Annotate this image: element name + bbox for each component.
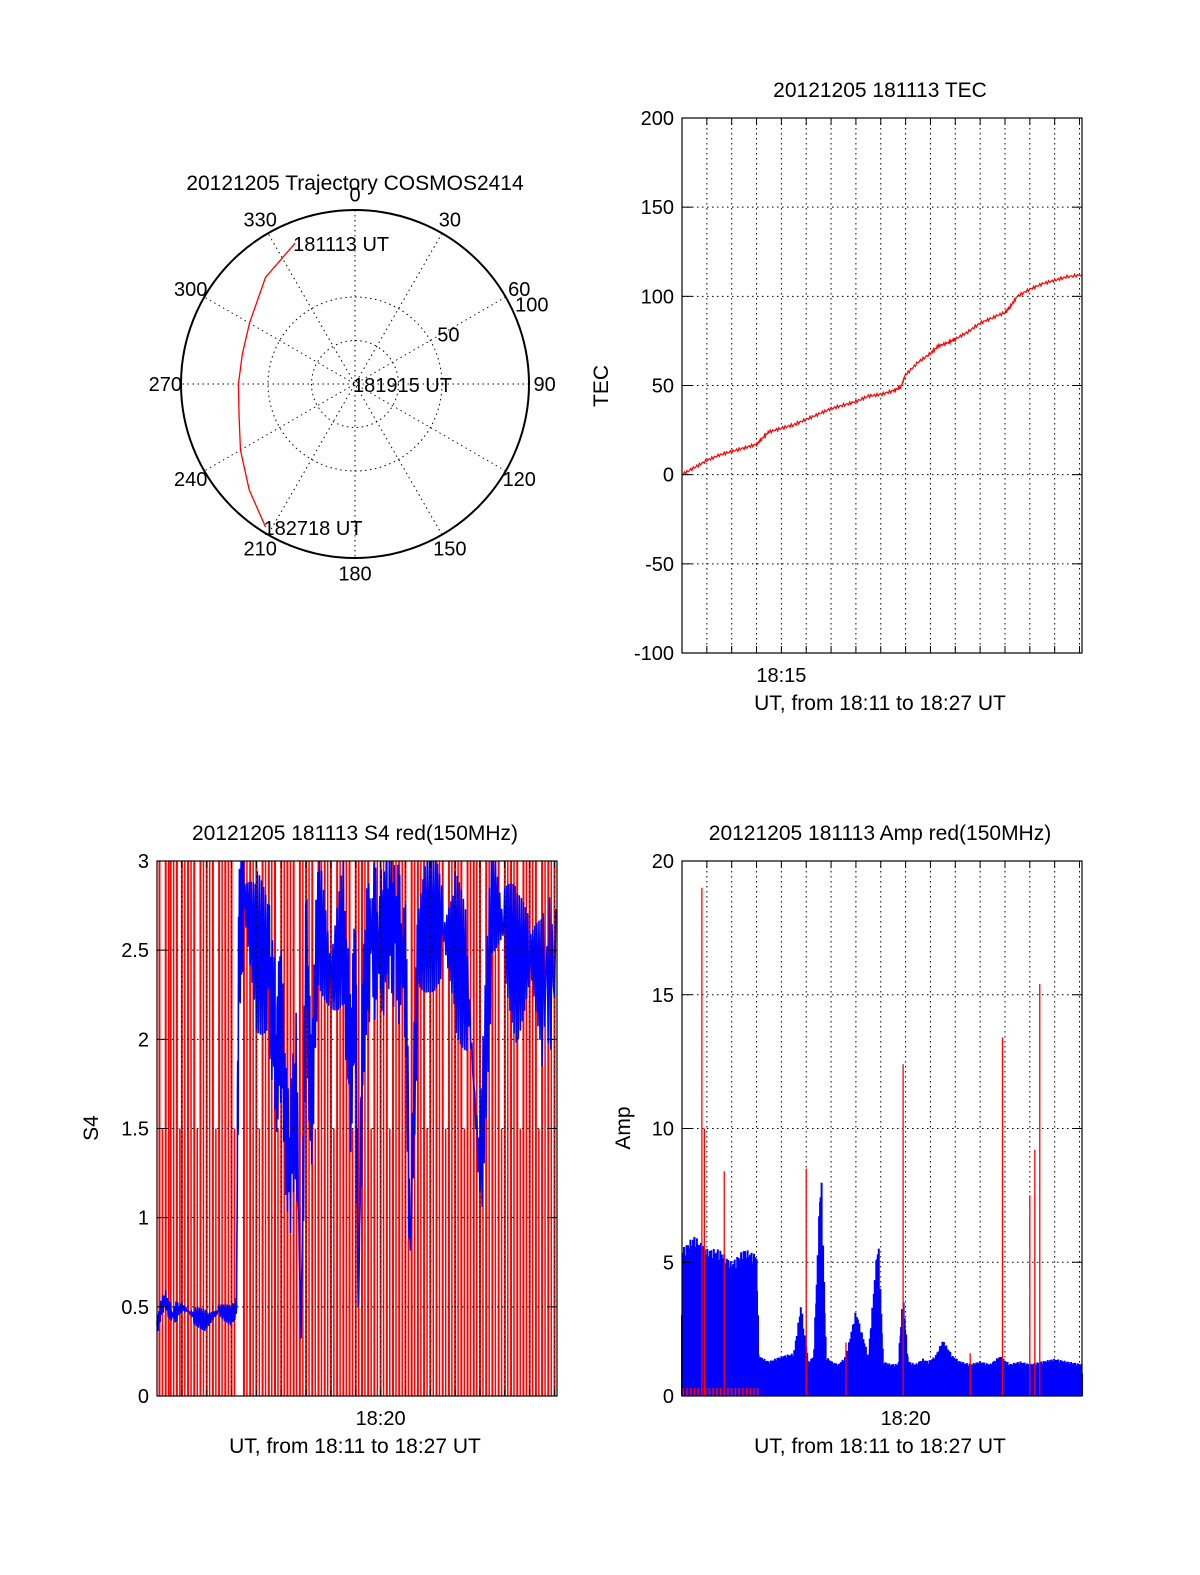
amp-x-ticks: 18:20 [881, 1408, 931, 1430]
polar-series [237, 242, 296, 528]
polar-angle-label: 120 [503, 469, 536, 491]
y-tick-label: 5 [663, 1252, 674, 1274]
y-tick-label: -50 [645, 554, 674, 576]
amp-panel: 20121205 181113 Amp red(150MHz) 0 5 10 15 20… [612, 822, 1083, 1458]
polar-angle-label: 30 [439, 210, 461, 232]
polar-angle-labels: 0 30 60 90 120 150 180 210 240 270 300 330 [149, 184, 556, 585]
polar-title: 20121205 Trajectory COSMOS2414 [186, 172, 524, 195]
s4-y-ticks: 0 0.5 1 1.5 2 2.5 3 [121, 851, 557, 1408]
polar-angle-label: 90 [534, 374, 556, 396]
y-tick-label: 1.5 [121, 1119, 149, 1141]
y-tick-label: 20 [652, 851, 674, 873]
y-tick-label: 2 [138, 1029, 149, 1051]
polar-ring [311, 340, 399, 428]
s4-x-axis-label: UT, from 18:11 to 18:27 UT [229, 1435, 481, 1458]
polar-angle-label: 270 [149, 374, 182, 396]
x-tick-label: 18:20 [356, 1408, 406, 1430]
s4-panel: 20121205 181113 S4 red(150MHz) 0 0.5 1 1.5 2… [80, 822, 558, 1458]
polar-radial-label: 100 [515, 294, 548, 316]
x-tick-label: 18:20 [881, 1408, 931, 1430]
polar-spoke [267, 233, 443, 535]
s4-title: 20121205 181113 S4 red(150MHz) [192, 822, 518, 845]
tec-title: 20121205 181113 TEC [773, 79, 987, 102]
polar-angle-label: 60 [508, 279, 530, 301]
polar-trajectory-line [237, 242, 296, 528]
polar-angle-label: 240 [174, 469, 207, 491]
y-tick-label: 0 [663, 465, 674, 487]
tec-line [681, 272, 1083, 476]
polar-annotations: 181113 UT 181915 UT 182718 UT [264, 234, 452, 540]
s4-series [156, 860, 557, 1396]
tec-y-ticks: -100 -50 0 50 100 150 200 [634, 108, 1082, 665]
y-tick-label: 0 [138, 1386, 149, 1408]
s4-x-ticks: 18:20 [356, 1408, 406, 1430]
amp-y-ticks: 0 5 10 15 20 [652, 851, 1082, 1408]
polar-outer-ring [180, 209, 530, 559]
s4-blue-line [156, 860, 557, 1339]
polar-time-label: 181113 UT [293, 234, 389, 256]
y-tick-label: 3 [138, 851, 149, 873]
y-tick-label: 100 [641, 286, 674, 308]
tec-x-ticks: 18:15 [756, 665, 806, 687]
y-tick-label: 200 [641, 108, 674, 130]
y-tick-label: 10 [652, 1119, 674, 1141]
polar-spoke [267, 233, 443, 535]
amp-title: 20121205 181113 Amp red(150MHz) [709, 822, 1051, 845]
tec-grid [682, 118, 1082, 653]
polar-time-label: 181915 UT [353, 375, 452, 397]
polar-panel: 20121205 Trajectory COSMOS2414 0 30 60 90 12… [149, 172, 556, 586]
polar-radial-labels: 50 100 [437, 294, 548, 346]
y-tick-label: 50 [652, 376, 674, 398]
y-tick-label: 15 [652, 985, 674, 1007]
polar-radial-label: 50 [437, 325, 459, 347]
tec-y-axis-label: TEC [590, 365, 613, 407]
s4-y-axis-label: S4 [80, 1115, 103, 1141]
polar-angle-label: 210 [243, 538, 276, 560]
x-tick-label: 18:15 [756, 665, 806, 687]
y-tick-label: -100 [634, 643, 674, 665]
polar-angle-label: 300 [174, 279, 207, 301]
tec-series [681, 272, 1083, 476]
tec-x-axis-label: UT, from 18:11 to 18:27 UT [754, 692, 1006, 715]
polar-ring [267, 296, 443, 472]
polar-angle-label: 0 [349, 184, 360, 206]
y-tick-label: 2.5 [121, 940, 149, 962]
amp-y-axis-label: Amp [612, 1106, 635, 1149]
polar-angle-label: 180 [338, 564, 371, 586]
amp-x-axis-label: UT, from 18:11 to 18:27 UT [754, 1435, 1006, 1458]
y-tick-label: 150 [641, 197, 674, 219]
y-tick-label: 0 [663, 1386, 674, 1408]
y-tick-label: 0.5 [121, 1297, 149, 1319]
polar-angle-label: 150 [433, 538, 466, 560]
amp-series [681, 887, 1083, 1396]
tec-panel: 20121205 181113 TEC -100-50050100150200 … [590, 79, 1083, 715]
y-tick-label: 1 [138, 1208, 149, 1230]
polar-angle-label: 330 [243, 210, 276, 232]
polar-time-label: 182718 UT [264, 518, 363, 540]
